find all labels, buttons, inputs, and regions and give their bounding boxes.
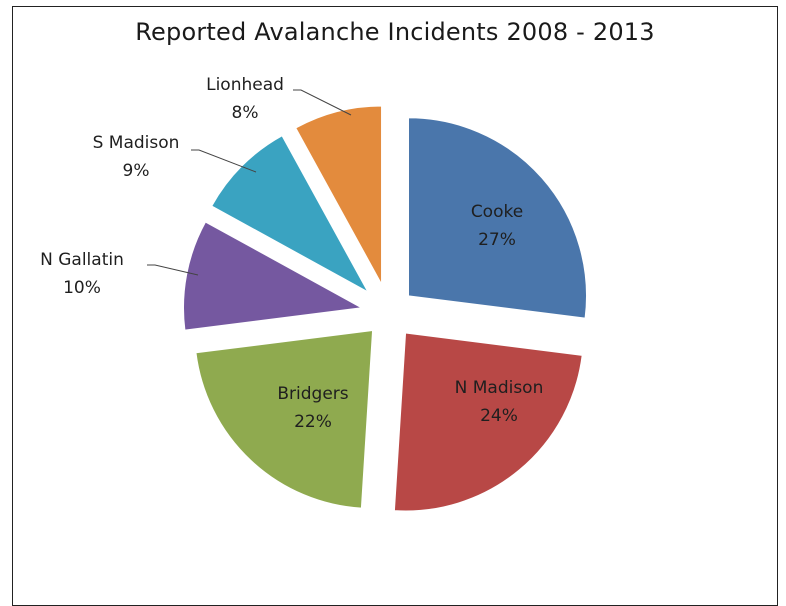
pie-slice-bridgers xyxy=(195,329,374,509)
slice-label-n-gallatin: N Gallatin xyxy=(40,250,124,270)
slice-pct-lionhead: 8% xyxy=(232,103,259,123)
leader-line-n-gallatin xyxy=(147,264,199,276)
slice-pct-n-gallatin: 10% xyxy=(63,278,101,298)
pie-slice-n-madison xyxy=(393,332,583,512)
pie-slice-cooke xyxy=(408,117,588,319)
slice-label-n-madison: N Madison xyxy=(455,378,544,398)
slices-layer xyxy=(183,105,588,512)
slice-label-s-madison: S Madison xyxy=(93,133,180,153)
slice-pct-s-madison: 9% xyxy=(123,161,150,181)
leader-line-lionhead xyxy=(293,89,352,116)
pie-slice-s-madison xyxy=(211,135,370,294)
slice-label-lionhead: Lionhead xyxy=(206,75,284,95)
labels-layer: Cooke 27% N Madison 24% Bridgers 22% N Gallati… xyxy=(40,75,543,432)
slice-label-bridgers: Bridgers xyxy=(277,384,348,404)
leader-line-s-madison xyxy=(191,149,257,173)
pie-chart: Cooke 27% N Madison 24% Bridgers 22% N Gallati… xyxy=(40,75,588,512)
slice-label-cooke: Cooke xyxy=(471,202,523,222)
pie-slice-lionhead xyxy=(295,105,383,285)
slice-pct-bridgers: 22% xyxy=(294,412,332,432)
chart-title: Reported Avalanche Incidents 2008 - 2013 xyxy=(135,18,655,46)
pie-slice-n-gallatin xyxy=(183,221,364,331)
slice-pct-cooke: 27% xyxy=(478,230,516,250)
slice-pct-n-madison: 24% xyxy=(480,406,518,426)
